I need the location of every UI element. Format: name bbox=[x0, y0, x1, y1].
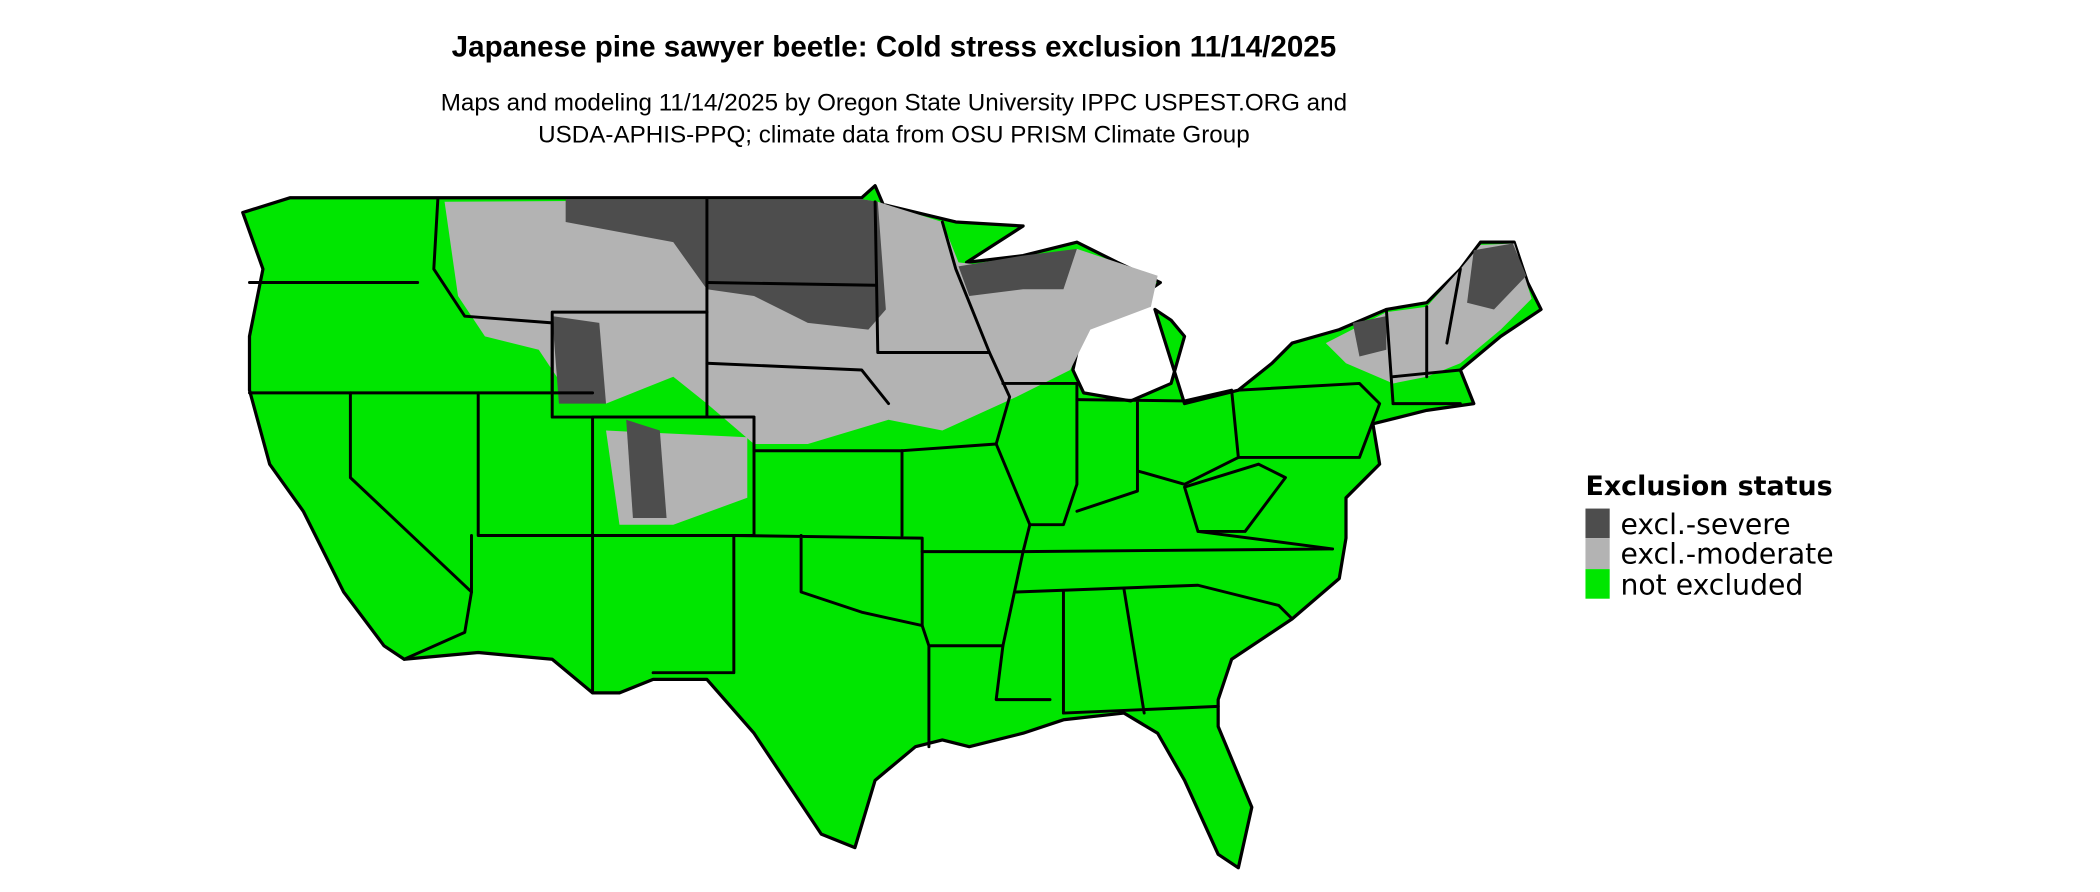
legend: Exclusion status excl.-severe excl.-mode… bbox=[1585, 471, 1833, 602]
excl-severe-areas bbox=[552, 199, 1527, 518]
legend-label-not-excluded: not excluded bbox=[1620, 569, 1803, 602]
legend-item-excl-moderate: excl.-moderate bbox=[1585, 538, 1834, 571]
us-map bbox=[241, 184, 1543, 870]
map-subtitle-1: Maps and modeling 11/14/2025 by Oregon S… bbox=[441, 89, 1347, 116]
legend-label-moderate: excl.-moderate bbox=[1620, 538, 1833, 571]
legend-swatch-not-excluded bbox=[1585, 569, 1610, 599]
map-title: Japanese pine sawyer beetle: Cold stress… bbox=[452, 31, 1337, 64]
state-borders bbox=[248, 197, 1462, 749]
map-subtitle-2: USDA-APHIS-PPQ; climate data from OSU PR… bbox=[538, 122, 1249, 149]
legend-label-severe: excl.-severe bbox=[1620, 508, 1790, 541]
legend-swatch-severe bbox=[1585, 508, 1610, 539]
legend-item-excl-severe: excl.-severe bbox=[1585, 508, 1791, 541]
legend-title: Exclusion status bbox=[1585, 471, 1832, 502]
legend-item-not-excluded: not excluded bbox=[1585, 569, 1803, 602]
legend-swatch-moderate bbox=[1585, 538, 1610, 570]
